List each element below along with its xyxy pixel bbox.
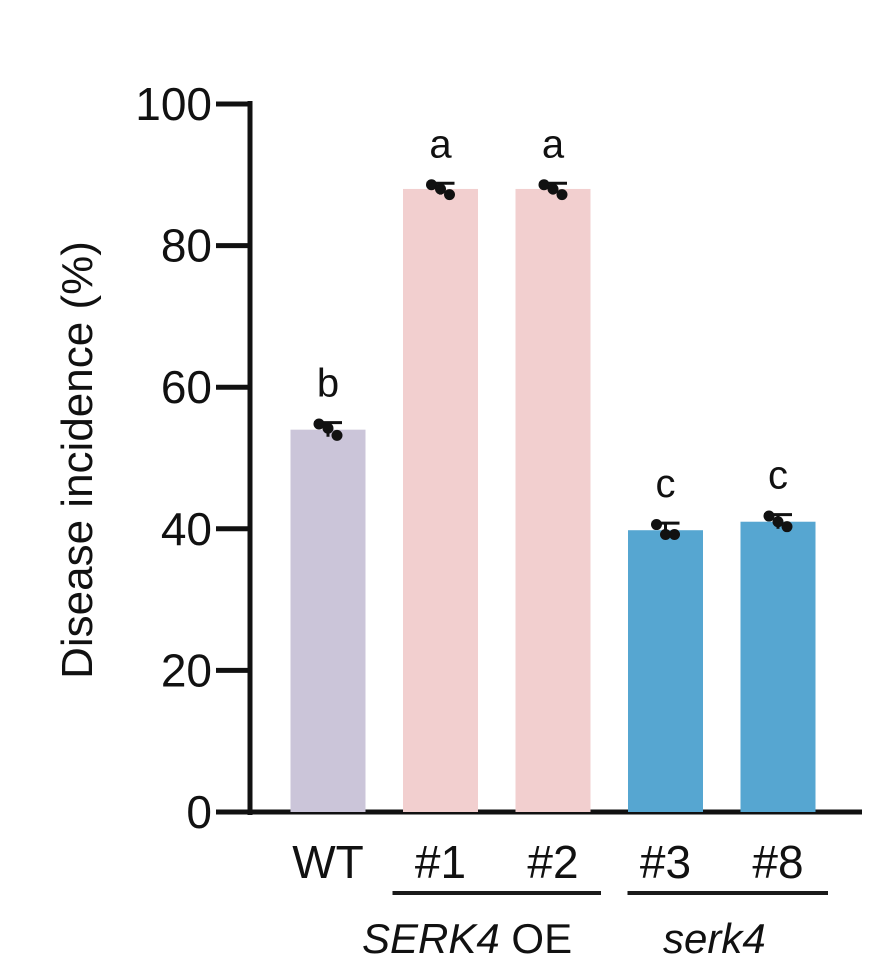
bar-#3 xyxy=(628,530,703,812)
y-tick-label: 20 xyxy=(161,644,212,696)
data-point xyxy=(313,418,325,430)
data-point xyxy=(651,519,662,531)
significance-label: c xyxy=(768,454,788,498)
group-label-serk4-oe: SERK4 OE xyxy=(362,915,572,962)
data-point xyxy=(547,183,559,195)
data-point xyxy=(781,521,793,533)
bar-WT xyxy=(290,429,366,812)
data-point xyxy=(772,516,784,528)
y-tick-label: 0 xyxy=(186,786,212,838)
bars: b a a c c xyxy=(290,122,816,812)
data-point xyxy=(660,528,671,540)
data-point xyxy=(426,179,437,191)
y-tick-label: 60 xyxy=(161,361,212,413)
group-label-serk4: serk4 xyxy=(663,915,766,962)
significance-label: a xyxy=(542,122,565,166)
significance-label: c xyxy=(656,462,676,506)
bar-#2 xyxy=(515,188,591,812)
x-category-label: #3 xyxy=(640,836,691,888)
data-point xyxy=(556,189,568,201)
data-point xyxy=(763,510,775,522)
data-point xyxy=(331,429,343,441)
x-category-label: WT xyxy=(292,836,364,888)
y-tick-label: 40 xyxy=(161,503,212,555)
data-point xyxy=(669,528,680,540)
y-axis-label: Disease incidence (%) xyxy=(53,241,102,679)
data-point xyxy=(444,189,455,201)
y-axis: 0 20 40 60 80 100 xyxy=(135,78,253,838)
group-labels: SERK4 OE serk4 xyxy=(362,891,828,962)
y-tick-label: 100 xyxy=(135,78,212,130)
bar-#8 xyxy=(740,521,816,812)
significance-label: a xyxy=(429,122,452,166)
significance-label: b xyxy=(317,362,339,406)
x-category-label: #8 xyxy=(752,836,803,888)
y-tick-label: 80 xyxy=(161,220,212,272)
x-category-label: #2 xyxy=(527,836,578,888)
data-point xyxy=(538,179,550,191)
group-label-plain: OE xyxy=(500,915,572,962)
group-label-italic: SERK4 xyxy=(362,915,500,962)
data-point xyxy=(322,422,334,434)
x-category-label: #1 xyxy=(415,836,466,888)
bar-#1 xyxy=(403,188,478,812)
category-labels: WT #1 #2 #3 #8 xyxy=(292,836,803,888)
data-point xyxy=(435,183,446,195)
